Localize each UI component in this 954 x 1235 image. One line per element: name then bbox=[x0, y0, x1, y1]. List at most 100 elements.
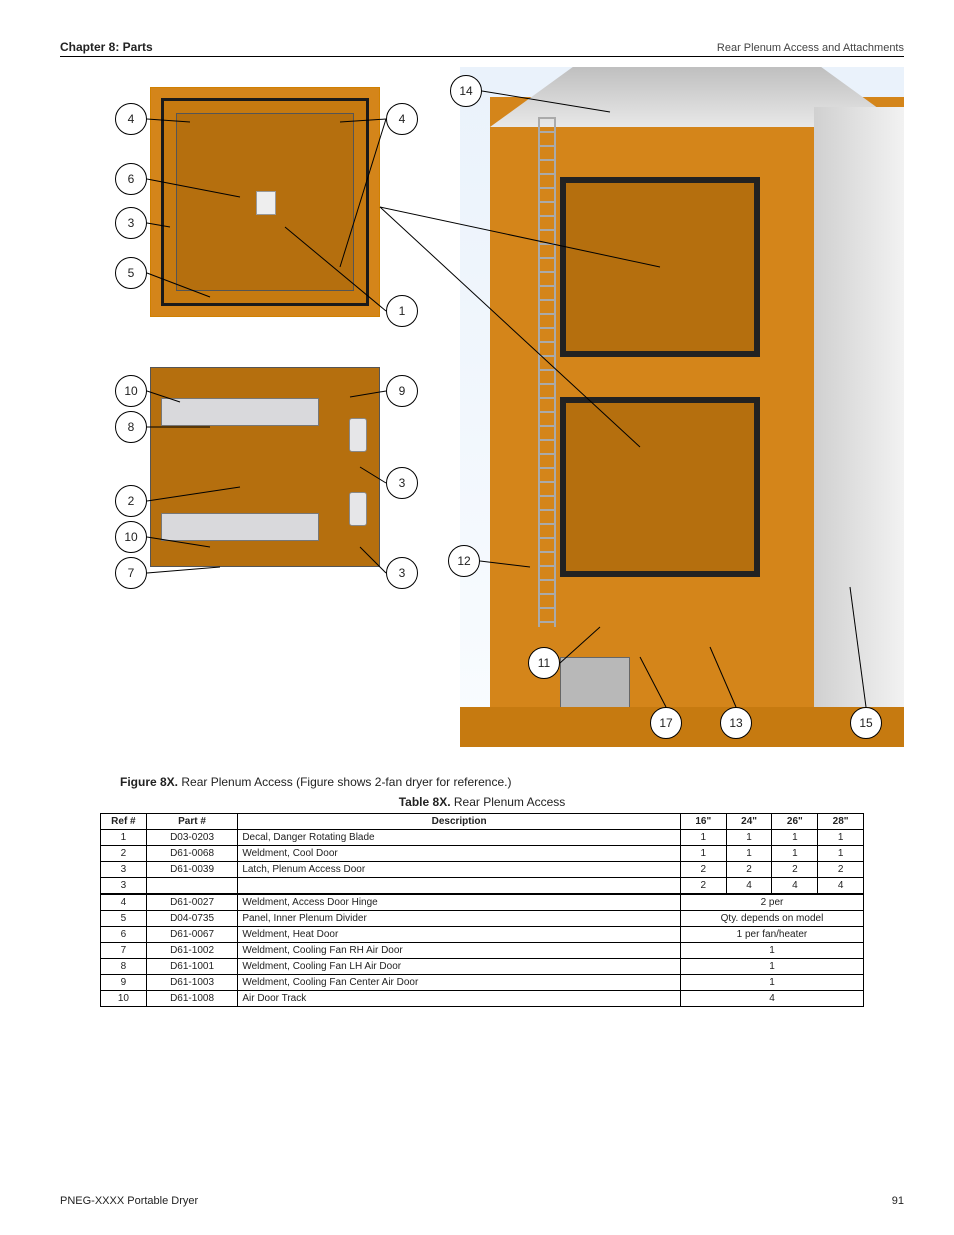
page: Chapter 8: Parts Rear Plenum Access and … bbox=[0, 0, 954, 1235]
callout-10: 10 bbox=[115, 375, 147, 407]
cell-desc: Weldment, Cooling Fan Center Air Door bbox=[238, 975, 681, 991]
lower-access-panel bbox=[560, 397, 760, 577]
col-m4: 28" bbox=[818, 814, 864, 830]
cell-desc: Decal, Danger Rotating Blade bbox=[238, 830, 681, 846]
cell-desc: Weldment, Cool Door bbox=[238, 846, 681, 862]
table-row: 7D61-1002Weldment, Cooling Fan RH Air Do… bbox=[101, 943, 864, 959]
cell-qty: 2 bbox=[818, 862, 864, 878]
cell-ref: 9 bbox=[101, 975, 147, 991]
cell-qty-span: 1 bbox=[680, 959, 863, 975]
cell-ref: 1 bbox=[101, 830, 147, 846]
callout-12: 12 bbox=[448, 545, 480, 577]
cell-ref: 10 bbox=[101, 991, 147, 1007]
table-row: 5D04-0735Panel, Inner Plenum DividerQty.… bbox=[101, 911, 864, 927]
callout-2: 2 bbox=[115, 485, 147, 517]
callout-8: 8 bbox=[115, 411, 147, 443]
cell-qty: 2 bbox=[772, 862, 818, 878]
cell-qty: 1 bbox=[818, 830, 864, 846]
cell-part: D61-0067 bbox=[146, 927, 238, 943]
inset-heat-door-photo bbox=[150, 87, 380, 317]
air-door-track-lower bbox=[161, 513, 319, 541]
cell-qty: 1 bbox=[772, 846, 818, 862]
cell-qty: 1 bbox=[818, 846, 864, 862]
cell-ref: 2 bbox=[101, 846, 147, 862]
cell-qty-span: 4 bbox=[680, 991, 863, 1007]
callout-5: 5 bbox=[115, 257, 147, 289]
cell-part: D61-0068 bbox=[146, 846, 238, 862]
cell-ref: 6 bbox=[101, 927, 147, 943]
table-row: 32444 bbox=[101, 878, 864, 895]
table-row: 3D61-0039Latch, Plenum Access Door2222 bbox=[101, 862, 864, 878]
cell-qty: 2 bbox=[726, 862, 772, 878]
cell-qty-span: 1 bbox=[680, 943, 863, 959]
callout-6: 6 bbox=[115, 163, 147, 195]
callout-9: 9 bbox=[386, 375, 418, 407]
cell-ref: 3 bbox=[101, 862, 147, 878]
ladder bbox=[538, 117, 556, 627]
table-row: 2D61-0068Weldment, Cool Door1111 bbox=[101, 846, 864, 862]
callout-4: 4 bbox=[115, 103, 147, 135]
fan-motor bbox=[560, 657, 630, 712]
figure-area: 4 6 3 5 4 1 10 8 2 10 7 9 3 3 14 12 11 1… bbox=[60, 67, 904, 767]
callout-3: 3 bbox=[115, 207, 147, 239]
cell-qty: 2 bbox=[680, 878, 726, 895]
table-row: 8D61-1001Weldment, Cooling Fan LH Air Do… bbox=[101, 959, 864, 975]
cell-qty: 4 bbox=[772, 878, 818, 895]
col-part: Part # bbox=[146, 814, 238, 830]
callout-13: 13 bbox=[720, 707, 752, 739]
callout-17: 17 bbox=[650, 707, 682, 739]
cell-desc: Weldment, Cooling Fan LH Air Door bbox=[238, 959, 681, 975]
side-panel bbox=[814, 107, 904, 707]
heat-door bbox=[176, 113, 354, 291]
table-row: 10D61-1008Air Door Track4 bbox=[101, 991, 864, 1007]
cell-qty-span: 1 per fan/heater bbox=[680, 927, 863, 943]
chapter-title: Chapter 8: Parts bbox=[60, 40, 153, 54]
footer-right: 91 bbox=[892, 1195, 904, 1207]
callout: 4 bbox=[386, 103, 418, 135]
parts-table-wrap: Table 8X. Rear Plenum Access Ref # Part … bbox=[100, 795, 864, 1007]
cell-ref: 4 bbox=[101, 894, 147, 911]
cell-qty-span: 1 bbox=[680, 975, 863, 991]
figure-caption-text: Rear Plenum Access (Figure shows 2-fan d… bbox=[181, 775, 511, 789]
door-handle bbox=[349, 418, 367, 452]
cell-desc bbox=[238, 878, 681, 895]
table-row: 4D61-0027Weldment, Access Door Hinge2 pe… bbox=[101, 894, 864, 911]
callout-15: 15 bbox=[850, 707, 882, 739]
col-m2: 24" bbox=[726, 814, 772, 830]
page-footer: PNEG-XXXX Portable Dryer 91 bbox=[60, 1195, 904, 1207]
cell-desc: Weldment, Access Door Hinge bbox=[238, 894, 681, 911]
col-m3: 26" bbox=[772, 814, 818, 830]
table-row: 9D61-1003Weldment, Cooling Fan Center Ai… bbox=[101, 975, 864, 991]
table-caption-text: Rear Plenum Access bbox=[454, 795, 565, 809]
cell-qty-span: 2 per bbox=[680, 894, 863, 911]
callout-7: 7 bbox=[115, 557, 147, 589]
cell-desc: Weldment, Cooling Fan RH Air Door bbox=[238, 943, 681, 959]
table-body: 1D03-0203Decal, Danger Rotating Blade111… bbox=[101, 830, 864, 1007]
figure-label: Figure 8X. bbox=[120, 775, 178, 789]
table-label: Table 8X. bbox=[399, 795, 451, 809]
cell-qty: 4 bbox=[818, 878, 864, 895]
cell-ref: 5 bbox=[101, 911, 147, 927]
cell-desc: Latch, Plenum Access Door bbox=[238, 862, 681, 878]
cell-qty: 1 bbox=[726, 846, 772, 862]
cell-qty: 1 bbox=[726, 830, 772, 846]
cell-qty: 1 bbox=[680, 830, 726, 846]
footer-left: PNEG-XXXX Portable Dryer bbox=[60, 1195, 198, 1207]
figure-caption: Figure 8X. Rear Plenum Access (Figure sh… bbox=[120, 775, 904, 789]
cell-part: D61-0027 bbox=[146, 894, 238, 911]
cell-desc: Panel, Inner Plenum Divider bbox=[238, 911, 681, 927]
door-handle bbox=[349, 492, 367, 526]
page-header: Chapter 8: Parts Rear Plenum Access and … bbox=[60, 40, 904, 57]
cell-desc: Weldment, Heat Door bbox=[238, 927, 681, 943]
col-desc: Description bbox=[238, 814, 681, 830]
table-head: Ref # Part # Description 16" 24" 26" 28" bbox=[101, 814, 864, 830]
cell-part: D61-1008 bbox=[146, 991, 238, 1007]
cell-ref: 3 bbox=[101, 878, 147, 895]
col-ref: Ref # bbox=[101, 814, 147, 830]
cell-part: D03-0203 bbox=[146, 830, 238, 846]
cell-qty: 1 bbox=[680, 846, 726, 862]
cell-qty-span: Qty. depends on model bbox=[680, 911, 863, 927]
cell-part bbox=[146, 878, 238, 895]
air-door-track-upper bbox=[161, 398, 319, 426]
callout-1: 1 bbox=[386, 295, 418, 327]
